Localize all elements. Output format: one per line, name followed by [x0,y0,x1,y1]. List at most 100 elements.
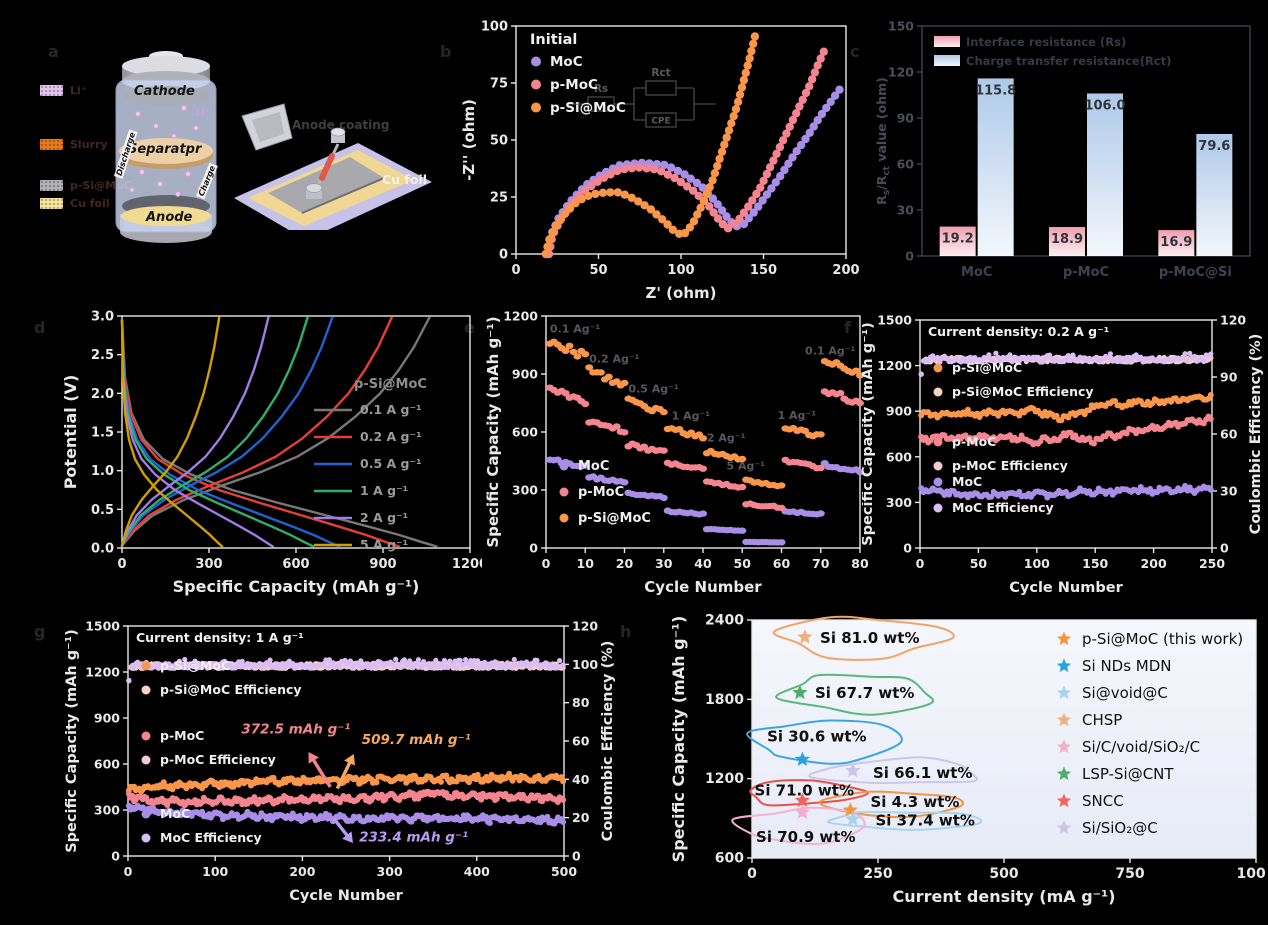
chart-resistance-bars: 0 30 60 90 120 150 Rs/Rct value (ohm) MoC 19.2 11… [874,19,1251,280]
svg-text:80: 80 [572,695,590,710]
svg-text:79.6: 79.6 [1198,139,1230,154]
star-LSP-Si@CNT [792,684,808,700]
svg-text:p-MoC@Si: p-MoC@Si [1159,265,1232,280]
blob-SNCC [749,779,869,807]
series-p-Si@MoC [545,338,864,490]
electrode-coating-illustration [234,103,432,230]
svg-text:900: 900 [886,404,912,419]
svg-text:p-MoC: p-MoC [1063,265,1109,280]
comparison-legend: p-Si@MoC (this work) Si NDs MDN Si@void@C C… [1056,630,1243,837]
panel-f-cycling-0p2A: 0 50 100 150 200 250 0 300 600 900 1200 1500 0 30 60 90… [860,308,1268,610]
svg-text:80: 80 [851,556,869,571]
svg-text:0: 0 [903,541,912,556]
battery-illustration [115,51,217,243]
svg-text:p-MoC: p-MoC [160,728,204,743]
svg-text:150: 150 [888,19,914,34]
svg-text:1200: 1200 [877,358,912,373]
capacity-p-Si@MoC [918,392,1214,424]
svg-text:0.5: 0.5 [91,503,114,518]
svg-text:Charge transfer resistance(Rct: Charge transfer resistance(Rct) [966,54,1171,68]
svg-text:200: 200 [1141,556,1167,571]
svg-text:Interface resistance (Rs): Interface resistance (Rs) [966,35,1126,49]
svg-text:10: 10 [577,556,595,571]
svg-text:0.5 Ag⁻¹: 0.5 Ag⁻¹ [628,382,679,395]
svg-text:100: 100 [202,864,228,879]
capacity-MoC [125,802,567,827]
svg-text:0: 0 [117,557,126,572]
svg-text:600: 600 [886,449,912,464]
svg-text:50: 50 [589,263,607,278]
svg-text:120: 120 [572,619,598,634]
rate-curves-1 A g⁻¹ [120,316,315,548]
svg-text:70: 70 [812,556,830,571]
svg-text:25: 25 [490,191,508,206]
svg-text:19.2: 19.2 [942,232,974,247]
bar-p-MoC-Rct [1087,93,1123,256]
svg-text:1.5: 1.5 [91,426,114,441]
svg-text:1200: 1200 [705,771,744,787]
series-p-Si@MoC [541,32,760,259]
chart-rate-capability: 0 10 20 30 40 50 60 70 80 0 300 600 900 1200 Cycle Num… [484,309,869,597]
svg-text:p-MoC Efficiency: p-MoC Efficiency [952,458,1068,473]
svg-text:200: 200 [289,864,315,879]
svg-text:60: 60 [773,556,791,571]
svg-text:MoC: MoC [550,54,583,70]
svg-text:40: 40 [572,772,590,787]
svg-text:75: 75 [490,77,508,92]
battery-separator-label: Separatpr [128,142,202,157]
svg-text:CPE: CPE [651,117,670,127]
battery-cathode-label: Cathode [134,84,195,99]
svg-text:Si 71.0 wt%: Si 71.0 wt% [755,782,854,800]
svg-text:1 A g⁻¹: 1 A g⁻¹ [360,483,408,498]
y-axis-label: Rs/Rct value (ohm) [874,77,892,205]
battery-ion-label: Li⁺ [196,108,210,118]
svg-text:106.0: 106.0 [1084,98,1125,113]
svg-text:1500: 1500 [877,313,912,328]
svg-text:1200: 1200 [503,309,538,324]
battery-anode-label: Anode [146,210,193,225]
svg-text:90: 90 [1220,370,1238,385]
svg-text:Si 81.0 wt%: Si 81.0 wt% [820,629,919,647]
star-p-Si@MoC (this work) [842,802,858,817]
cycling-legend: p-Si@MoC p-Si@MoC Efficiency p-MoC p-MoC Ef… [141,658,302,845]
blob-Si NDs MDN [746,719,903,765]
panel-h-comparison-scatter: 0 250 500 750 1000 600 1200 1800 2400 Current den… [636,612,1268,922]
capacity-p-Si@MoC [125,770,567,795]
svg-text:2.5: 2.5 [91,348,114,363]
svg-text:Si 37.4 wt%: Si 37.4 wt% [875,811,974,829]
axes: 0 10 20 30 40 50 60 70 80 0 300 600 900 1200 Cycle Num… [484,309,869,597]
svg-text:900: 900 [512,367,538,382]
svg-text:30: 30 [1220,484,1238,499]
svg-text:300: 300 [377,864,403,879]
svg-text:Specific Capacity (mAh g⁻¹): Specific Capacity (mAh g⁻¹) [862,322,876,546]
svg-text:60: 60 [572,734,590,749]
series-MoC [545,456,864,546]
svg-text:2400: 2400 [705,613,744,629]
panel-label-c: c [850,42,860,61]
chart-voltage-profiles: 0 300 600 900 1200 0.0 0.5 1.0 1.5 2.0 2.5 3.0 Speci… [61,310,488,597]
svg-text:0: 0 [916,556,925,571]
panel-e-rate-capability: 0 10 20 30 40 50 60 70 80 0 300 600 900 1200 Cycle Num… [484,308,870,610]
efficiency-MoC Efficiency [918,350,1214,377]
panel-d-voltage-profiles: 0 300 600 900 1200 0.0 0.5 1.0 1.5 2.0 2.5 3.0 Speci… [58,308,488,610]
star-Si@void@C [845,811,861,826]
svg-text:Current density: 1 A g⁻¹: Current density: 1 A g⁻¹ [136,630,304,645]
svg-text:Specific Capacity (mAh g⁻¹): Specific Capacity (mAh g⁻¹) [64,629,80,853]
svg-text:0: 0 [747,866,757,882]
blob-LSP-Si@CNT [775,673,935,716]
svg-text:MoC: MoC [961,265,992,280]
chart-cycling-1A: 0 100 200 300 400 500030060090012001500020406… [64,619,616,905]
svg-text:p-Si@MoC Efficiency: p-Si@MoC Efficiency [952,384,1094,399]
svg-text:600: 600 [282,557,309,572]
star-Si/SiO₂@C [845,762,861,778]
svg-text:Cycle Number: Cycle Number [1009,580,1123,596]
svg-text:-Z'' (ohm): -Z'' (ohm) [460,99,478,181]
svg-text:600: 600 [715,851,744,867]
panel-label-f: f [844,318,851,337]
svg-text:16.9: 16.9 [1160,235,1192,250]
svg-text:MoC: MoC [578,459,609,474]
legend-swatch [40,139,63,150]
svg-text:30: 30 [655,556,673,571]
svg-text:MoC: MoC [160,806,190,821]
svg-text:MoC Efficiency: MoC Efficiency [160,830,262,845]
